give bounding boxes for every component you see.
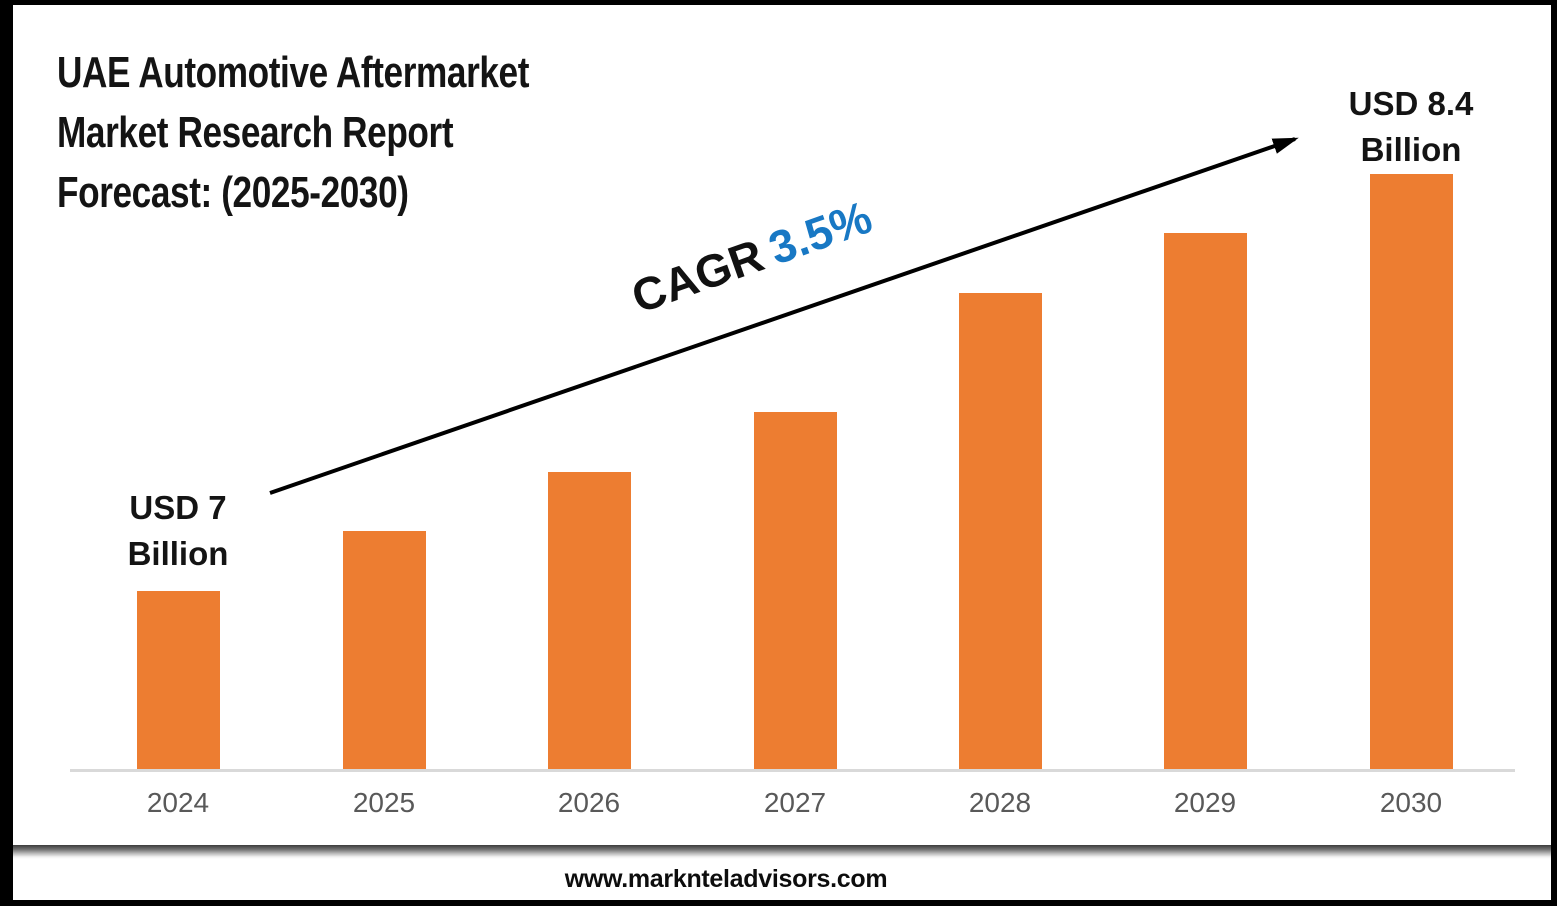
bar-2025 bbox=[342, 531, 426, 769]
bar-2026 bbox=[547, 472, 631, 769]
cagr-annotation: CAGR3.5% bbox=[559, 166, 953, 372]
value-label-2024-line1: USD 7 bbox=[129, 489, 227, 526]
value-label-2030-line1: USD 8.4 bbox=[1348, 85, 1474, 122]
cagr-value: 3.5% bbox=[762, 190, 879, 275]
x-tick-2027: 2027 bbox=[763, 787, 827, 818]
bar-2024 bbox=[136, 591, 220, 769]
bar-2027 bbox=[753, 412, 837, 769]
footer-shadow-divider bbox=[13, 845, 1551, 859]
x-tick-2026: 2026 bbox=[557, 787, 621, 818]
title-line-2: Market Research Report bbox=[57, 108, 454, 157]
chart-area: UAE Automotive Aftermarket Market Resear… bbox=[13, 5, 1551, 900]
footer: www.marknteladvisors.com bbox=[13, 859, 1551, 900]
value-label-2030: USD 8.4 Billion bbox=[1301, 81, 1521, 173]
x-tick-2029: 2029 bbox=[1173, 787, 1237, 818]
value-label-2024-line2: Billion bbox=[127, 535, 229, 572]
value-label-2024: USD 7 Billion bbox=[68, 485, 288, 577]
cagr-prefix: CAGR bbox=[625, 228, 771, 324]
bar-2030 bbox=[1369, 174, 1453, 769]
x-tick-2030: 2030 bbox=[1379, 787, 1443, 818]
title-line-1: UAE Automotive Aftermarket bbox=[57, 48, 530, 97]
x-tick-2028: 2028 bbox=[968, 787, 1032, 818]
bar-2029 bbox=[1163, 233, 1247, 769]
value-label-2030-line2: Billion bbox=[1360, 131, 1462, 168]
x-tick-2024: 2024 bbox=[146, 787, 210, 818]
title-line-3: Forecast: (2025-2030) bbox=[57, 168, 409, 217]
x-axis-line bbox=[70, 769, 1515, 772]
page-title: UAE Automotive Aftermarket Market Resear… bbox=[57, 43, 529, 223]
bar-2028 bbox=[958, 293, 1042, 769]
x-tick-2025: 2025 bbox=[352, 787, 416, 818]
website-url[interactable]: www.marknteladvisors.com bbox=[564, 865, 888, 893]
